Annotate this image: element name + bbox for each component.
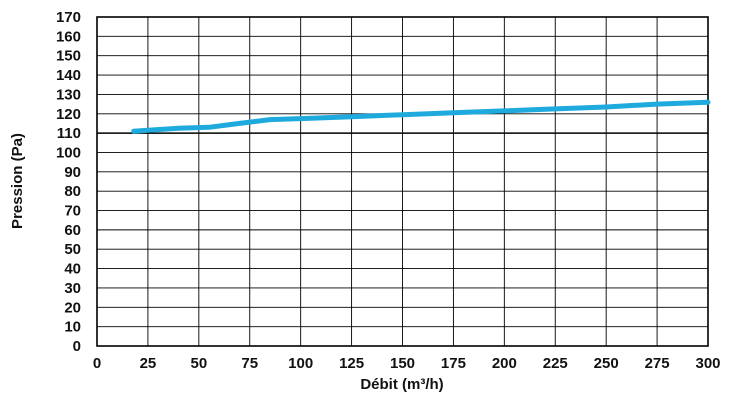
- x-tick-label-25: 25: [140, 355, 157, 372]
- x-axis-label: Débit (m³/h): [360, 376, 443, 393]
- y-tick-label-80: 80: [64, 183, 81, 200]
- y-tick-label-70: 70: [64, 203, 81, 220]
- x-tick-label-175: 175: [441, 355, 466, 372]
- y-tick-label-90: 90: [64, 164, 81, 181]
- x-tick-label-0: 0: [93, 355, 101, 372]
- y-tick-label-30: 30: [64, 280, 81, 297]
- y-tick-label-160: 160: [56, 28, 81, 45]
- plot-frame: [96, 16, 709, 347]
- x-tick-label-250: 250: [594, 355, 619, 372]
- y-tick-label-20: 20: [64, 299, 81, 316]
- y-tick-label-110: 110: [57, 125, 81, 142]
- grid: [96, 16, 709, 347]
- y-tick-label-60: 60: [64, 222, 81, 239]
- y-tick-label-100: 100: [56, 144, 81, 161]
- y-tick-label-140: 140: [56, 67, 81, 84]
- x-tick-label-225: 225: [543, 355, 568, 372]
- x-tick-label-300: 300: [695, 355, 720, 372]
- series-line-0: [131, 99, 711, 134]
- x-tick-label-200: 200: [492, 355, 517, 372]
- x-tick-label-125: 125: [339, 355, 364, 372]
- x-axis-ticks: 0 25 50 75 100 125 150 175 200 225 250 275 300: [93, 355, 721, 372]
- y-tick-label-50: 50: [64, 241, 81, 258]
- y-tick-label-120: 120: [56, 106, 81, 123]
- x-tick-label-100: 100: [288, 355, 313, 372]
- x-tick-label-75: 75: [241, 355, 258, 372]
- y-tick-label-170: 170: [56, 9, 81, 26]
- x-tick-label-150: 150: [390, 355, 415, 372]
- y-tick-label-40: 40: [64, 261, 81, 278]
- x-tick-label-275: 275: [645, 355, 670, 372]
- y-axis-label: Pression (Pa): [9, 133, 26, 229]
- y-tick-label-0: 0: [73, 338, 81, 355]
- y-tick-label-150: 150: [56, 48, 81, 65]
- y-tick-label-130: 130: [56, 86, 81, 103]
- x-tick-label-50: 50: [190, 355, 207, 372]
- y-tick-label-10: 10: [64, 319, 81, 336]
- y-axis-ticks: 0 10 20 30 40 50 60 70 80 90 100 110 120 130 140 150 160…: [56, 9, 81, 355]
- series-layer: [131, 99, 711, 134]
